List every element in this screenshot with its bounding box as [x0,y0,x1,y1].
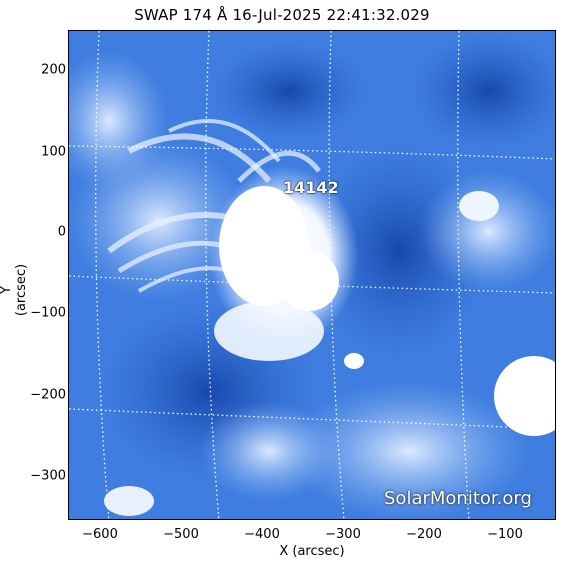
bright-region [289,381,529,519]
dark-region [209,41,369,141]
x-tick-label: −200 [406,527,442,542]
bright-point [344,353,364,369]
solar-image-panel [68,30,556,520]
bright-point [104,486,154,516]
dark-region [409,31,555,151]
x-tick-label: −100 [487,527,523,542]
y-axis-label: Y (arcsec) [0,263,29,317]
bright-region [199,401,339,501]
x-tick-label: −600 [82,527,118,542]
active-region-label: 14142 [283,178,339,197]
bright-point [494,356,555,436]
x-axis-label: X (arcsec) [279,544,345,559]
y-tick-label: −300 [30,468,66,484]
y-tick-label: 100 [41,144,66,160]
bright-point [459,191,499,221]
bright-region [419,171,555,291]
bright-region [69,51,169,191]
solar-image [69,31,555,519]
y-tick-label: −100 [30,305,66,321]
heliographic-grid [69,31,555,519]
y-tick-label: 200 [41,62,66,78]
y-tick-label: 0 [57,224,66,240]
image-title: SWAP 174 Å 16-Jul-2025 22:41:32.029 [134,6,430,24]
watermark-text: SolarMonitor.org [384,488,532,509]
x-tick-label: −300 [325,527,361,542]
x-tick-label: −400 [244,527,280,542]
active-region-loop [214,301,324,361]
active-region-brightest [279,251,339,311]
x-tick-label: −500 [163,527,199,542]
y-tick-label: −200 [30,387,66,403]
